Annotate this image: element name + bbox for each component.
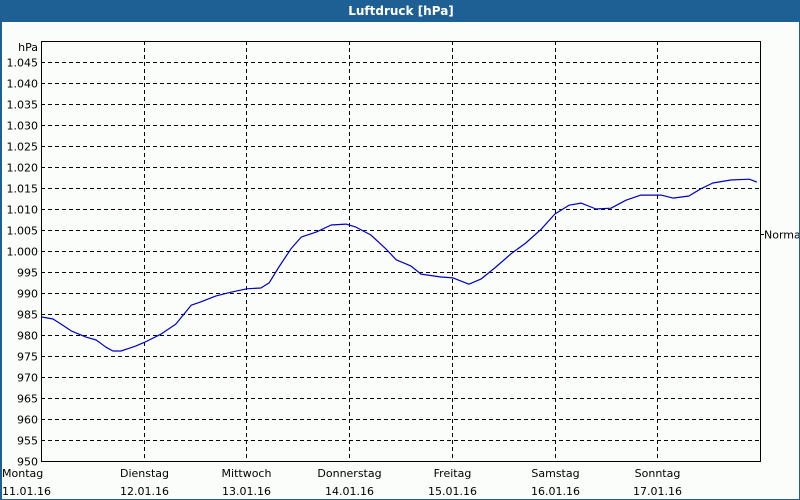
x-tick-date: 13.01.16 — [222, 485, 271, 498]
y-tick-label: 1.005 — [7, 225, 39, 238]
y-tick-label: 985 — [17, 309, 38, 322]
normal-reference-label: Normal — [764, 229, 799, 242]
y-tick-label: 1.030 — [7, 120, 39, 133]
y-tick-label: 950 — [17, 456, 38, 469]
y-tick-label: 1.020 — [7, 162, 39, 175]
x-tick-date: 15.01.16 — [428, 485, 477, 498]
y-tick-label: 990 — [17, 288, 38, 301]
plot-frame — [41, 41, 761, 462]
y-tick-label: 965 — [17, 393, 38, 406]
x-tick-day: Mittwoch — [222, 467, 272, 480]
x-tick-date: 12.01.16 — [120, 485, 169, 498]
x-tick-date: 16.01.16 — [531, 485, 580, 498]
x-tick-day: Donnerstag — [317, 467, 381, 480]
y-tick-label: 1.045 — [7, 57, 39, 70]
y-tick-label: 1.000 — [7, 246, 39, 259]
x-tick-day: Freitag — [434, 467, 472, 480]
x-tick-date: 11.01.16 — [2, 485, 51, 498]
y-tick-label: 980 — [17, 330, 38, 343]
window-title: Luftdruck [hPa] — [1, 1, 800, 22]
y-tick-label: 1.025 — [7, 141, 39, 154]
x-tick-date: 17.01.16 — [633, 485, 682, 498]
y-tick-label: 970 — [17, 372, 38, 385]
x-tick-date: 14.01.16 — [325, 485, 374, 498]
x-tick-day: Samstag — [531, 467, 579, 480]
y-tick-label: 975 — [17, 351, 38, 364]
x-tick-day: Montag — [2, 467, 43, 480]
y-tick-label: 995 — [17, 267, 38, 280]
y-tick-label: 1.035 — [7, 99, 39, 112]
y-tick-label: 1.040 — [7, 78, 39, 91]
y-tick-label: 1.010 — [7, 204, 39, 217]
y-tick-label: 960 — [17, 414, 38, 427]
pressure-series-line — [40, 178, 758, 352]
x-tick-day: Sonntag — [635, 467, 681, 480]
y-tick-label: 1.015 — [7, 183, 39, 196]
y-axis-unit-label: hPa — [18, 41, 38, 54]
pressure-line-chart: 950 955 960 965 970 975 980 985 990 995 1.000 1.005… — [2, 41, 799, 498]
x-tick-day: Dienstag — [120, 467, 169, 480]
chart-area: 950 955 960 965 970 975 980 985 990 995 1.000 1.005… — [2, 22, 799, 499]
y-tick-label: 955 — [17, 435, 38, 448]
